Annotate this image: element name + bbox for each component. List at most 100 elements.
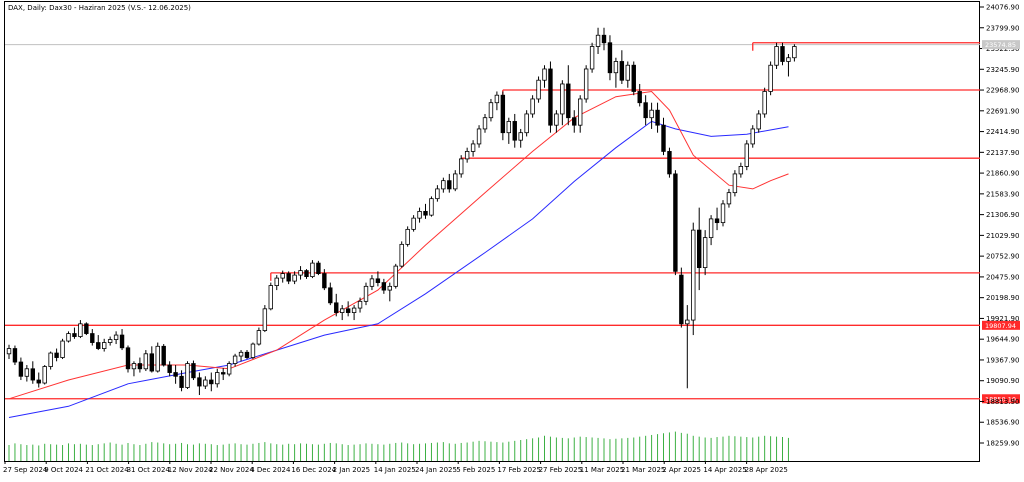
candle-body [482, 117, 488, 130]
candle-body [12, 348, 18, 363]
candle-body [232, 355, 238, 364]
candle-body [250, 343, 256, 358]
candle-body [738, 166, 744, 175]
candle-body [750, 128, 755, 145]
candle-body [560, 83, 565, 115]
candle-body [691, 229, 696, 321]
candle-body [119, 334, 125, 349]
candle-body [36, 379, 41, 384]
candle-body [220, 372, 226, 375]
candle-body [661, 124, 666, 152]
y-tick-label: 24076.90 [986, 4, 1019, 12]
candle-body [369, 278, 375, 287]
candle-body [167, 364, 172, 373]
y-tick-label: 19367.90 [986, 356, 1019, 364]
candle-body [339, 308, 345, 313]
candle-body [708, 218, 714, 239]
y-tick-label: 20198.90 [986, 294, 1019, 302]
x-tick-label: 12 Nov 2024 [168, 466, 213, 474]
candle-body [191, 363, 196, 379]
price-tag-label: 23574.85 [985, 41, 1016, 49]
level-label-bg [982, 320, 1020, 330]
candle-body [780, 46, 785, 62]
candle-body [423, 210, 428, 216]
candle-body [542, 68, 547, 81]
candle-body [48, 352, 53, 367]
candle-body [345, 308, 351, 313]
y-tick-label: 21306.90 [986, 211, 1019, 219]
candle-body [304, 270, 309, 277]
plot-frame [4, 1, 980, 462]
candle-body [583, 68, 589, 100]
x-tick-label: 2 Apr 2025 [662, 466, 701, 474]
candle-body [226, 363, 232, 375]
chart-title: DAX, Daily: Dax30 - Haziran 2025 (V.S.- … [8, 4, 191, 12]
candle-body [268, 285, 273, 310]
candle-body [732, 173, 738, 194]
candle-body [351, 307, 357, 313]
candle-body [298, 270, 303, 276]
candle-body [363, 285, 369, 302]
x-tick-label: 21 Oct 2024 [85, 466, 129, 474]
y-tick-label: 23799.90 [986, 24, 1019, 32]
candle-body [524, 113, 529, 134]
candle-body [30, 368, 35, 381]
x-tick-label: 9 Oct 2024 [44, 466, 83, 474]
current-price-tag: 23574.85 [982, 40, 1020, 50]
candle-body [113, 334, 119, 340]
candle-body [107, 339, 113, 343]
horizontal-levels: 19807.94 18850.10 [5, 42, 1020, 404]
candle-body [24, 368, 30, 377]
candle-body [643, 102, 648, 119]
candle-body [470, 143, 476, 152]
candle-body [262, 308, 268, 331]
candle-body [607, 42, 613, 74]
candle-body [185, 363, 190, 388]
x-tick-label: 5 Feb 2025 [456, 466, 495, 474]
y-tick-label: 18813.90 [986, 398, 1019, 406]
y-tick-label: 19921.90 [986, 315, 1019, 323]
x-tick-label: 2 Jan 2025 [333, 466, 371, 474]
candle-body [667, 151, 672, 175]
candle-body [60, 340, 65, 358]
candle-body [357, 300, 363, 309]
candle-body [393, 265, 398, 287]
candle-body [453, 173, 458, 190]
y-tick-label: 22691.90 [986, 107, 1019, 115]
x-tick-label: 17 Feb 2025 [497, 466, 541, 474]
candle-body [578, 98, 583, 126]
candle-body [102, 342, 107, 349]
candle-body [256, 330, 262, 345]
volume-histogram [8, 431, 789, 461]
candle-body [209, 379, 214, 385]
y-tick-label: 22137.90 [986, 149, 1019, 157]
candle-body [6, 348, 12, 355]
x-tick-label: 22 Nov 2024 [209, 466, 254, 474]
x-tick-label: 4 Dec 2024 [250, 466, 291, 474]
candle-body [548, 68, 553, 126]
candle-body [334, 302, 339, 313]
x-tick-label: 28 Apr 2025 [745, 466, 788, 474]
candle-body [673, 173, 678, 272]
candle-body [381, 282, 387, 291]
candle-body [685, 319, 690, 325]
candle-body [536, 79, 541, 100]
candle-body [589, 46, 595, 70]
candle-body [744, 143, 749, 167]
candle-body [429, 198, 434, 216]
y-tick-label: 23245.90 [986, 66, 1019, 74]
candle-body [143, 353, 149, 370]
candle-body [702, 237, 708, 269]
candle-body [292, 274, 297, 282]
y-tick-label: 19090.90 [986, 377, 1019, 385]
candle-body [42, 366, 47, 384]
candle-body [649, 109, 654, 119]
candle-body [417, 210, 422, 219]
candle-body [458, 158, 464, 175]
candle-body [322, 273, 327, 289]
candle-body [774, 46, 779, 66]
candle-body [768, 64, 773, 92]
candle-body [572, 117, 577, 126]
